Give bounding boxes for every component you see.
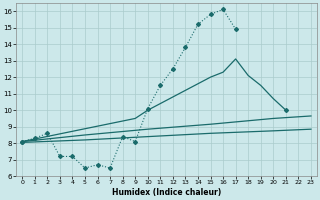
X-axis label: Humidex (Indice chaleur): Humidex (Indice chaleur) bbox=[112, 188, 221, 197]
